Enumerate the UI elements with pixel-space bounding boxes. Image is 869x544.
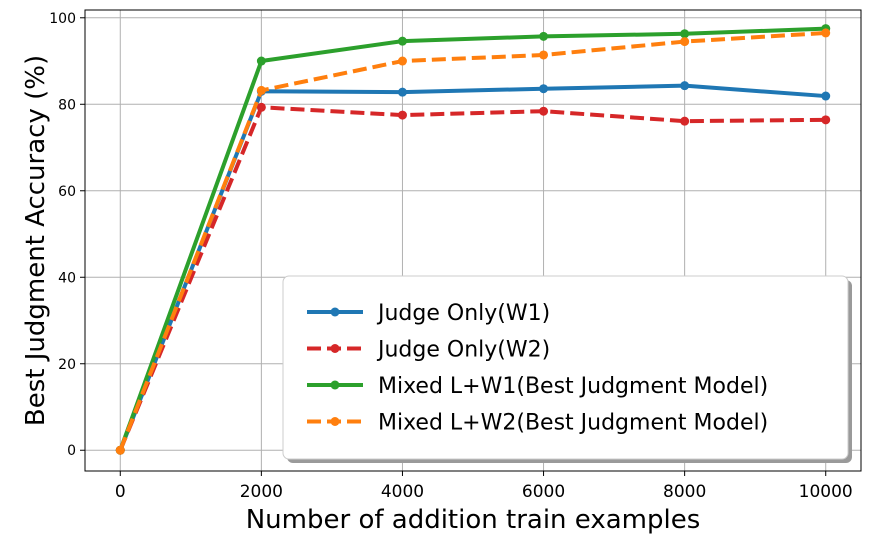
y-tick-label: 60 — [58, 184, 76, 200]
series-1-point — [680, 81, 690, 91]
legend-marker-4 — [330, 417, 340, 426]
series-3-point — [256, 56, 266, 66]
series-4-point — [821, 28, 831, 38]
series-3-point — [397, 36, 407, 46]
series-4-point — [539, 50, 549, 60]
x-tick-label: 0 — [115, 482, 126, 502]
series-4-point — [397, 56, 407, 66]
legend-label-3: Mixed L+W1(Best Judgment Model) — [378, 374, 768, 399]
series-1-point — [397, 87, 407, 97]
legend-box — [282, 275, 849, 460]
x-tick-label: 6000 — [522, 482, 565, 502]
axis-ticks: 0 2000 4000 6000 8000 10000 0 20 40 60 80 100 — [49, 11, 853, 502]
series-2-point — [680, 116, 690, 126]
x-tick-label: 8000 — [663, 482, 706, 502]
legend: Judge Only(W1) Judge Only(W2) Mixed L+W1(B… — [282, 275, 852, 463]
y-axis-label: Best Judgment Accuracy (%) — [21, 55, 51, 426]
y-tick-label: 20 — [58, 357, 76, 373]
y-tick-label: 80 — [58, 97, 76, 113]
legend-label-2: Judge Only(W2) — [376, 338, 550, 363]
series-4-point — [680, 37, 690, 47]
series-lines — [115, 24, 831, 455]
series-3-point — [680, 29, 690, 39]
series-line-2 — [118, 105, 826, 452]
y-tick-label: 100 — [49, 11, 76, 27]
series-1-point — [539, 84, 549, 94]
series-1-point — [821, 91, 831, 101]
series-2-point — [256, 102, 266, 112]
x-tick-label: 2000 — [240, 482, 283, 502]
x-tick-label: 4000 — [381, 482, 424, 502]
x-axis-label: Number of addition train examples — [246, 505, 701, 535]
series-line-3 — [118, 26, 828, 453]
series-3-point — [539, 31, 549, 41]
series-2-point — [821, 115, 831, 125]
legend-label-4: Mixed L+W2(Best Judgment Model) — [378, 411, 768, 436]
series-line-4 — [118, 30, 826, 451]
plot-frame — [84, 9, 862, 472]
y-tick-label: 40 — [58, 270, 76, 286]
y-tick-label: 0 — [67, 443, 76, 459]
legend-marker-3 — [330, 380, 340, 390]
legend-marker-1 — [330, 307, 340, 317]
series-4-point — [115, 445, 125, 455]
series-2-point — [397, 110, 407, 120]
x-tick-label: 10000 — [799, 482, 853, 502]
legend-label-1: Judge Only(W1) — [376, 301, 550, 326]
series-4-point — [256, 85, 266, 95]
series-2-point — [539, 106, 549, 116]
legend-marker-2 — [330, 344, 340, 353]
